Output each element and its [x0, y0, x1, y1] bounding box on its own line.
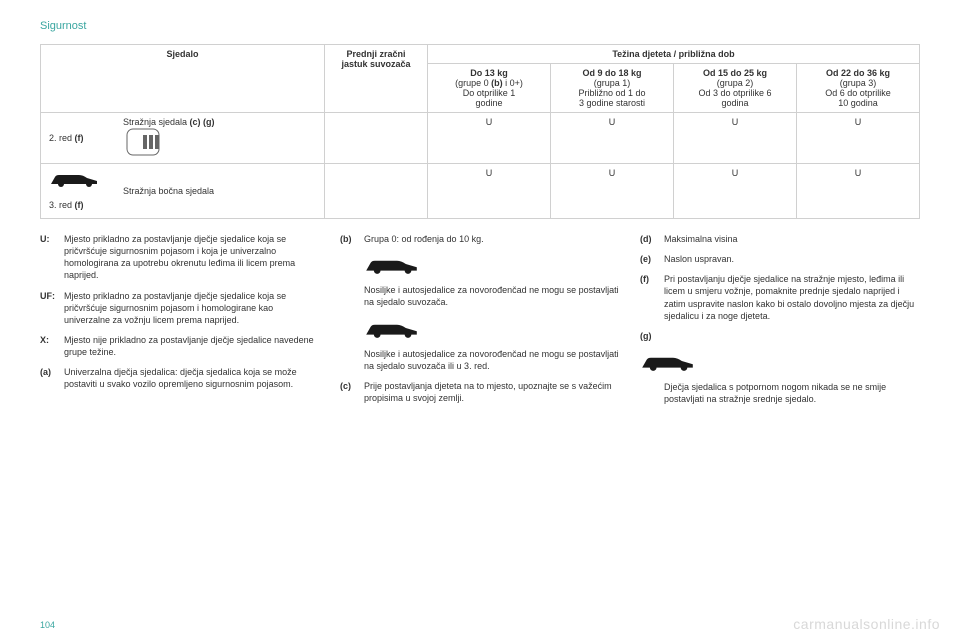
row1-c4: U — [797, 113, 920, 164]
col1-bold: Od 9 do 18 kg — [582, 68, 641, 78]
car-side-icon — [49, 168, 99, 190]
car-top-icon — [123, 127, 163, 157]
def-x-key: X: — [40, 334, 64, 358]
col3-l2: (grupa 3) — [840, 78, 877, 88]
table-row: 2. red (f) Stražnja sjedala (c) (g) U U … — [41, 113, 920, 164]
section-header: Sigurnost — [40, 20, 920, 32]
def-e-text: Naslon uspravan. — [664, 253, 920, 265]
col2-l3: Od 3 do otprilike 6 — [698, 88, 771, 98]
row2-c2: U — [551, 164, 674, 219]
col0-l2b: (b) — [491, 78, 503, 88]
definitions-columns: U: Mjesto prikladno za postavljanje dječ… — [40, 233, 920, 413]
col0-bold: Do 13 kg — [470, 68, 508, 78]
col0-l3: Do otprilike 1 — [463, 88, 516, 98]
col3-l3: Od 6 do otprilike — [825, 88, 891, 98]
def-g-text: Dječja sjedalica s potpornom nogom nikad… — [664, 381, 920, 405]
col1-l2: (grupa 1) — [594, 78, 631, 88]
row2-c4: U — [797, 164, 920, 219]
def-b-note2: Nosiljke i autosjedalice za novorođenčad… — [364, 348, 620, 372]
col0-l2c: i 0+) — [503, 78, 523, 88]
row1-left-a: 2. red — [49, 133, 75, 143]
def-b-text: Grupa 0: od rođenja do 10 kg. — [364, 233, 620, 245]
def-d-key: (d) — [640, 233, 664, 245]
row1-c3: U — [674, 113, 797, 164]
col2-bold: Od 15 do 25 kg — [703, 68, 767, 78]
car-side-icon — [364, 317, 620, 342]
def-e-key: (e) — [640, 253, 664, 265]
def-b-key: (b) — [340, 233, 364, 245]
col0-l4: godine — [475, 98, 502, 108]
row2-c1: U — [428, 164, 551, 219]
definitions-col2: (b) Grupa 0: od rođenja do 10 kg. Nosilj… — [340, 233, 620, 413]
def-f-text: Pri postavljanju dječje sjedalice na str… — [664, 273, 920, 322]
def-x-text: Mjesto nije prikladno za postavljanje dj… — [64, 334, 320, 358]
col3-l4: 10 godina — [838, 98, 878, 108]
def-a-text: Univerzalna dječja sjedalica: dječja sje… — [64, 366, 320, 390]
def-f-key: (f) — [640, 273, 664, 322]
row2-c3: U — [674, 164, 797, 219]
row1-right-a: Stražnja sjedala — [123, 117, 190, 127]
definitions-col3: (d) Maksimalna visina (e) Naslon usprava… — [640, 233, 920, 413]
row2-left-a: 3. red — [49, 200, 75, 210]
row2-left-b: (f) — [75, 200, 84, 210]
def-d-text: Maksimalna visina — [664, 233, 920, 245]
car-side-icon — [640, 350, 920, 375]
def-u-key: U: — [40, 233, 64, 282]
col2-l2: (grupa 2) — [717, 78, 754, 88]
car-side-icon — [364, 253, 620, 278]
row1-c2: U — [551, 113, 674, 164]
airbag-header-l2: jastuk suvozača — [341, 59, 410, 69]
airbag-header-l1: Prednji zračni — [346, 49, 405, 59]
def-g-key: (g) — [640, 330, 664, 342]
watermark: carmanualsonline.info — [793, 616, 940, 632]
seat-header: Sjedalo — [166, 49, 198, 59]
row1-left-b: (f) — [75, 133, 84, 143]
def-uf-key: UF: — [40, 290, 64, 326]
table-row: 3. red (f) Stražnja bočna sjedala U U U … — [41, 164, 920, 219]
weight-header: Težina djeteta / približna dob — [612, 49, 734, 59]
row1-c1: U — [428, 113, 551, 164]
def-b-note1: Nosiljke i autosjedalice za novorođenčad… — [364, 284, 620, 308]
def-c-text: Prije postavljanja djeteta na to mjesto,… — [364, 380, 620, 404]
def-u-text: Mjesto prikladno za postavljanje dječje … — [64, 233, 320, 282]
col2-l4: godina — [721, 98, 748, 108]
row2-right: Stražnja bočna sjedala — [123, 186, 214, 196]
definitions-col1: U: Mjesto prikladno za postavljanje dječ… — [40, 233, 320, 413]
col0-l2a: (grupe 0 — [455, 78, 491, 88]
def-c-key: (c) — [340, 380, 364, 404]
page-number: 104 — [40, 620, 55, 630]
col3-bold: Od 22 do 36 kg — [826, 68, 890, 78]
col1-l3: Približno od 1 do — [578, 88, 645, 98]
row1-right-b: (c) (g) — [190, 117, 215, 127]
child-seat-table: Sjedalo Prednji zračni jastuk suvozača T… — [40, 44, 920, 219]
def-uf-text: Mjesto prikladno za postavljanje dječje … — [64, 290, 320, 326]
col1-l4: 3 godine starosti — [579, 98, 645, 108]
def-a-key: (a) — [40, 366, 64, 390]
